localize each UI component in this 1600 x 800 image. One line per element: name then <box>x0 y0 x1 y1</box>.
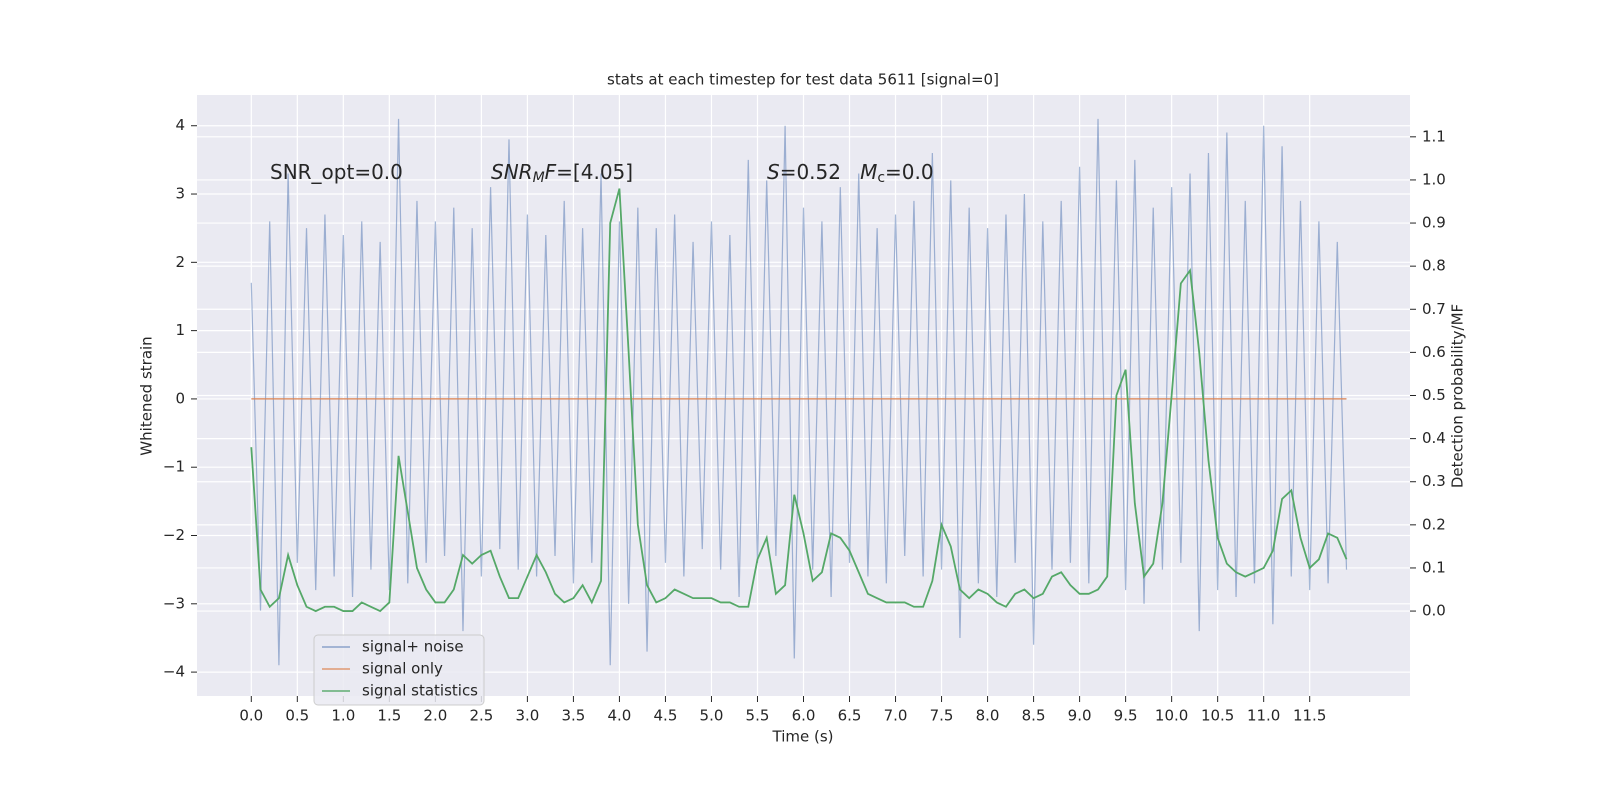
legend-box <box>313 634 485 706</box>
x-tick-label: 10.0 <box>1155 707 1188 725</box>
x-tick-label: 6.0 <box>792 707 816 725</box>
x-tick-label: 1.5 <box>377 707 401 725</box>
y2-tick-label: 0.5 <box>1422 386 1446 404</box>
series-line <box>250 118 1348 666</box>
plot <box>250 118 1348 666</box>
x-tick-label: 11.0 <box>1247 707 1280 725</box>
x-tick-label: 11.5 <box>1293 707 1326 725</box>
annotation: SNR_opt=0.0 <box>270 160 403 184</box>
legend-label: signal+ noise <box>362 638 464 656</box>
annotation-part: =0.0 <box>885 160 934 184</box>
x-tick-label: 9.5 <box>1114 707 1138 725</box>
annotation-part: SNR <box>491 160 533 184</box>
y-tick-label: 2 <box>175 253 185 271</box>
y2-tick-label: 0.6 <box>1422 343 1446 361</box>
x-tick-label: 2.0 <box>423 707 447 725</box>
chart-title: stats at each timestep for test data 561… <box>607 71 999 89</box>
x-tick-label: 4.5 <box>654 707 678 725</box>
x-axis-label: Time (s) <box>772 728 834 746</box>
y-tick-label: −2 <box>163 526 185 544</box>
y-axis-label: Whitened strain <box>138 336 156 455</box>
y2-tick-label: 0.7 <box>1422 300 1446 318</box>
x-tick-label: 5.5 <box>746 707 770 725</box>
y2-tick-label: 0.9 <box>1422 214 1446 232</box>
y2-tick-label: 1.0 <box>1422 170 1446 188</box>
annotation: SNRMF=[4.05] <box>491 160 633 187</box>
x-tick-label: 3.0 <box>515 707 539 725</box>
y-tick-label: −3 <box>163 594 185 612</box>
x-tick-label: 3.5 <box>561 707 585 725</box>
y2-axis-label: Detection probability/MF <box>1449 304 1467 488</box>
y2-tick-label: 0.1 <box>1422 558 1446 576</box>
annotation-part: M <box>860 160 877 184</box>
y-tick-label: 4 <box>175 116 185 134</box>
x-tick-label: 5.0 <box>700 707 724 725</box>
legend-label: signal only <box>362 660 443 678</box>
legend: signal+ noise signal only signal statistic… <box>313 634 485 706</box>
x-tick-label: 10.5 <box>1201 707 1234 725</box>
y2-tick-label: 0.0 <box>1422 602 1446 620</box>
x-tick-label: 8.5 <box>1022 707 1046 725</box>
x-tick-label: 1.0 <box>331 707 355 725</box>
y2-tick-label: 0.8 <box>1422 257 1446 275</box>
x-tick-label: 7.0 <box>884 707 908 725</box>
x-tick-label: 8.0 <box>976 707 1000 725</box>
y2-tick-label: 0.3 <box>1422 472 1446 490</box>
annotation-part: SNR_opt=0.0 <box>270 160 403 184</box>
annotation-part: =[4.05] <box>556 160 633 184</box>
annotation-part: S <box>767 160 780 184</box>
y-tick-label: 1 <box>175 321 185 339</box>
y-tick-label: 0 <box>175 389 185 407</box>
x-tick-label: 4.0 <box>608 707 632 725</box>
x-tick-label: 0.5 <box>285 707 309 725</box>
y2-tick-label: 0.4 <box>1422 429 1446 447</box>
x-tick-label: 6.5 <box>838 707 862 725</box>
y-tick-label: −1 <box>163 458 185 476</box>
annotation: S=0.52 Mc=0.0 <box>767 160 934 187</box>
legend-label: signal statistics <box>362 682 478 700</box>
series-line <box>250 188 1348 613</box>
y-tick-label: 3 <box>175 185 185 203</box>
y2-tick-label: 1.1 <box>1422 127 1446 145</box>
x-tick-label: 2.5 <box>469 707 493 725</box>
x-tick-label: 7.5 <box>930 707 954 725</box>
annotation-part: =0.52 <box>780 160 860 184</box>
annotation-part: F <box>545 160 557 184</box>
x-tick-label: 9.0 <box>1068 707 1092 725</box>
annotation-part: c <box>877 170 885 186</box>
y-tick-label: −4 <box>163 663 185 681</box>
x-tick-label: 0.0 <box>239 707 263 725</box>
y2-tick-label: 0.2 <box>1422 515 1446 533</box>
annotation-part: M <box>533 170 545 186</box>
